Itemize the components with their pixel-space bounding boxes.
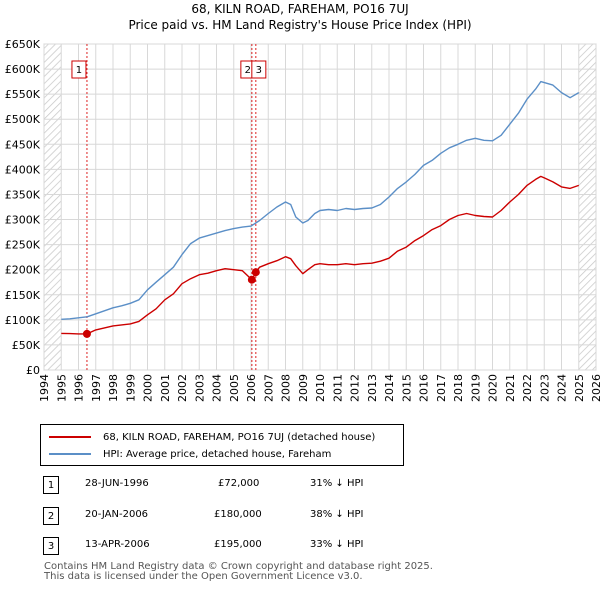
x-tick-label: 2006 [245,374,258,402]
x-tick-label: 2004 [211,374,224,402]
hatched-region [44,44,62,370]
event-marker-label: 1 [76,65,82,76]
x-tick-label: 2010 [314,374,327,402]
hpi-line [61,80,580,320]
price-paid-line [61,175,580,335]
x-tick-label: 2014 [383,374,396,402]
x-tick-label: 2018 [452,374,465,402]
x-tick-label: 2026 [590,374,600,402]
table-row: 2 20-JAN-2006 £180,000 38% ↓ HPI [0,507,600,527]
x-tick-label: 2003 [193,374,206,402]
price-chart: £0 £50K £100K £150K £200K £250K £300K £350K £400… [5,38,600,402]
legend-label-hpi: HPI: Average price, detached house, Fare… [103,448,332,460]
chart-subtitle: Price paid vs. HM Land Registry's House … [128,18,472,32]
x-tick-label: 1999 [124,374,137,402]
transaction-hpi-diff: 33% ↓ HPI [310,539,364,550]
y-tick-label: £400K [5,163,41,176]
table-row: 1 28-JUN-1996 £72,000 31% ↓ HPI [0,476,600,496]
x-tick-label: 2013 [366,374,379,402]
y-tick-label: £150K [5,289,41,302]
x-tick-label: 2020 [487,374,500,402]
y-tick-label: £650K [5,38,41,51]
legend-swatch-hpi [49,453,91,455]
sale-point [247,275,256,284]
x-tick-label: 1994 [38,374,51,402]
x-tick-label: 1995 [55,374,68,402]
y-tick-label: £350K [5,188,41,201]
x-tick-label: 2011 [331,374,344,402]
x-tick-label: 2001 [159,374,172,402]
x-tick-label: 2019 [469,374,482,402]
table-row: 3 13-APR-2006 £195,000 33% ↓ HPI [0,537,600,557]
sale-point [82,329,91,338]
transaction-number-badge: 1 [43,476,59,494]
x-tick-label: 2008 [280,374,293,402]
y-tick-label: £100K [5,314,41,327]
x-tick-label: 2022 [521,374,534,402]
x-tick-label: 2016 [418,374,431,402]
x-tick-label: 2021 [504,374,517,402]
event-marker-label: 2 [245,65,251,76]
legend-item-price-paid: 68, KILN ROAD, FAREHAM, PO16 7UJ (detach… [49,430,375,444]
x-tick-label: 1998 [107,374,120,402]
transaction-price: £72,000 [218,478,260,489]
footer-attribution: Contains HM Land Registry data © Crown c… [44,562,433,582]
chart-title: 68, KILN ROAD, FAREHAM, PO16 7UJ [191,2,409,16]
sale-point [251,268,260,277]
transaction-date: 20-JAN-2006 [85,509,149,520]
event-marker-box [71,60,87,79]
x-tick-label: 2024 [556,374,569,402]
x-tick-label: 1996 [73,374,86,402]
y-tick-label: £300K [5,214,41,227]
event-marker-label: 3 [256,65,262,76]
y-tick-label: £200K [5,264,41,277]
y-tick-label: £0 [26,364,40,377]
transaction-hpi-diff: 38% ↓ HPI [310,509,364,520]
transaction-number-badge: 3 [43,537,59,555]
y-tick-label: £50K [12,339,41,352]
transaction-date: 28-JUN-1996 [85,478,149,489]
y-tick-label: £600K [5,63,41,76]
transaction-number-badge: 2 [43,507,59,525]
footer-license: This data is licensed under the Open Gov… [44,571,363,582]
x-tick-label: 2009 [297,374,310,402]
transaction-date: 13-APR-2006 [85,539,150,550]
chart-legend: 68, KILN ROAD, FAREHAM, PO16 7UJ (detach… [40,424,404,466]
x-tick-label: 2002 [176,374,189,402]
x-tick-label: 2000 [142,374,155,402]
legend-swatch-price-paid [49,436,91,438]
footer-copyright: Contains HM Land Registry data © Crown c… [44,561,433,572]
x-tick-label: 2007 [262,374,275,402]
x-tick-label: 2025 [573,374,586,402]
x-tick-label: 2012 [349,374,362,402]
transaction-hpi-diff: 31% ↓ HPI [310,478,364,489]
x-tick-label: 2015 [400,374,413,402]
x-tick-label: 2005 [228,374,241,402]
hatched-region [578,44,596,370]
transaction-price: £180,000 [214,509,262,520]
x-tick-label: 1997 [90,374,103,402]
legend-item-hpi: HPI: Average price, detached house, Fare… [49,447,331,461]
y-tick-label: £500K [5,113,41,126]
event-marker-box [251,60,267,79]
legend-label-price-paid: 68, KILN ROAD, FAREHAM, PO16 7UJ (detach… [103,431,376,443]
transaction-price: £195,000 [214,539,262,550]
y-tick-label: £450K [5,138,41,151]
y-tick-label: £550K [5,88,41,101]
x-tick-label: 2023 [538,374,551,402]
y-tick-label: £250K [5,239,41,252]
x-tick-label: 2017 [435,374,448,402]
